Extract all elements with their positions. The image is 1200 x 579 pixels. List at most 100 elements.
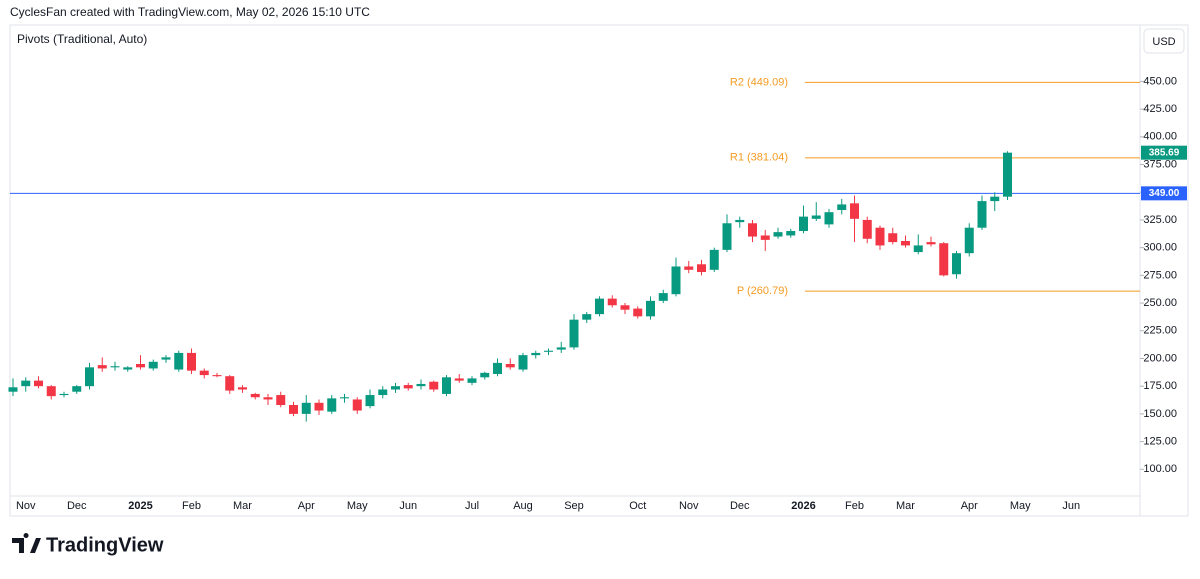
candle-body — [709, 249, 719, 270]
candle-body — [59, 393, 69, 396]
x-tick-label: May — [1010, 500, 1031, 512]
chart-frame — [9, 24, 1189, 517]
pivot-label: R2 (449.09) — [730, 76, 788, 88]
candle-body — [46, 386, 56, 397]
candle-body — [977, 201, 987, 228]
x-tick-label: Apr — [298, 500, 315, 512]
candle-body — [939, 243, 949, 276]
candle-body — [148, 361, 158, 369]
candle-body — [250, 393, 260, 398]
candle-body — [544, 350, 553, 352]
candle-body — [467, 378, 477, 383]
x-tick-label: 2026 — [791, 500, 815, 512]
candle-body — [174, 352, 184, 370]
candle-body — [760, 235, 770, 240]
y-tick-label: 300.00 — [1143, 242, 1177, 254]
candle-body — [429, 381, 439, 390]
candle-body — [786, 231, 796, 236]
candle-body — [34, 380, 43, 387]
brand: TradingView — [46, 534, 164, 556]
candle-body — [454, 378, 464, 381]
candle-body — [582, 314, 592, 320]
x-tick-label: Feb — [182, 500, 201, 512]
candle-body — [263, 397, 273, 400]
candle-body — [926, 242, 936, 245]
candle-body — [97, 365, 107, 369]
candle-body — [1003, 152, 1012, 197]
candle-body — [276, 395, 286, 406]
candle-body — [824, 212, 834, 225]
y-tick-label: 250.00 — [1143, 297, 1177, 309]
candle-body — [875, 227, 885, 246]
candle-body — [340, 397, 349, 399]
candle-body — [569, 319, 579, 348]
candle-body — [595, 298, 604, 315]
candle-body — [607, 298, 617, 306]
candle-body — [646, 300, 655, 317]
y-tick-label: 150.00 — [1143, 408, 1177, 420]
candle-body — [212, 375, 222, 377]
last-price-label: 385.69 — [1149, 147, 1180, 158]
candle-body — [289, 405, 298, 414]
x-tick-label: Dec — [730, 500, 750, 512]
candle-body — [21, 380, 31, 387]
horizontal-line-tag — [1141, 186, 1187, 201]
x-tick-label: Jun — [1062, 500, 1080, 512]
x-tick-label: 2025 — [128, 500, 152, 512]
candle-body — [187, 352, 196, 371]
x-tick-label: Dec — [67, 500, 87, 512]
y-tick-label: 200.00 — [1143, 352, 1177, 364]
pivot-label: R1 (381.04) — [730, 152, 788, 164]
candle-body — [327, 398, 337, 412]
x-tick-label: May — [347, 500, 368, 512]
candle-body — [442, 377, 451, 394]
y-tick-label: 275.00 — [1143, 269, 1177, 281]
candle-body — [531, 352, 541, 356]
x-tick-label: Nov — [16, 500, 36, 512]
candle-body — [748, 223, 757, 237]
candle-body — [352, 399, 362, 411]
candle-body — [862, 219, 872, 239]
x-tick-label: Jul — [465, 500, 479, 512]
x-tick-label: Sep — [564, 500, 584, 512]
candle-body — [314, 402, 324, 411]
x-tick-label: Jun — [399, 500, 417, 512]
currency-button[interactable] — [1143, 28, 1185, 54]
y-tick-label: 175.00 — [1143, 380, 1177, 392]
candle-body — [964, 227, 974, 254]
candle-body — [620, 305, 630, 310]
pivot-label: P (260.79) — [737, 285, 788, 297]
y-tick-label: 225.00 — [1143, 325, 1177, 337]
candle-body — [799, 216, 808, 232]
candle-body — [365, 395, 375, 407]
y-tick-label: 100.00 — [1143, 463, 1177, 475]
candle-body — [85, 367, 94, 387]
x-tick-label: Aug — [513, 500, 533, 512]
candle-body — [735, 219, 745, 223]
x-tick-label: Mar — [896, 500, 915, 512]
candle-body — [633, 308, 643, 317]
candle-body — [850, 203, 859, 219]
y-tick-label: 375.00 — [1143, 158, 1177, 170]
candle-body — [391, 386, 400, 390]
candle-body — [238, 387, 247, 390]
candle-body — [658, 293, 668, 301]
attribution: CyclesFan created with TradingView.com, … — [10, 5, 370, 19]
candle-body — [913, 245, 923, 253]
x-tick-label: Oct — [629, 500, 646, 512]
candle-body — [888, 233, 898, 243]
y-tick-label: 400.00 — [1143, 131, 1177, 143]
candle-body — [837, 204, 847, 210]
y-tick-label: 325.00 — [1143, 214, 1177, 226]
x-tick-label: Feb — [845, 500, 864, 512]
y-tick-label: 125.00 — [1143, 435, 1177, 447]
candle-body — [378, 389, 388, 396]
currency[interactable]: USD — [1152, 36, 1175, 48]
last-price-tag — [1141, 145, 1187, 160]
candle-body — [416, 383, 426, 387]
candle-body — [505, 364, 515, 368]
candle-body — [301, 402, 311, 414]
candle-body — [8, 387, 18, 392]
candle-body — [403, 385, 413, 389]
